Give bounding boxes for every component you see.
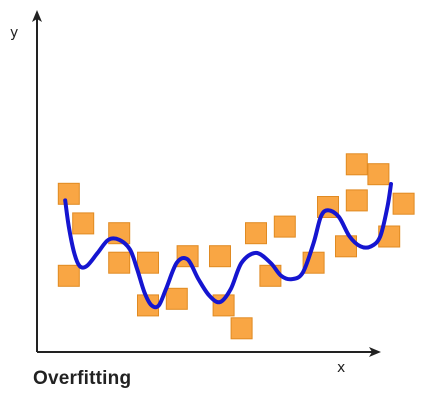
y-axis-label: y bbox=[10, 25, 18, 41]
x-axis-arrow-icon bbox=[369, 347, 381, 357]
data-point-20 bbox=[345, 153, 368, 176]
data-point-19 bbox=[345, 189, 368, 212]
data-point-21 bbox=[367, 163, 390, 186]
data-point-6 bbox=[137, 251, 159, 274]
data-point-14 bbox=[259, 264, 282, 287]
data-point-2 bbox=[72, 212, 95, 235]
data-point-15 bbox=[273, 215, 296, 238]
overfit-curve bbox=[63, 182, 393, 310]
data-point-12 bbox=[230, 317, 253, 340]
x-axis-label: x bbox=[337, 360, 345, 376]
data-point-23 bbox=[392, 192, 415, 215]
data-point-10 bbox=[209, 245, 231, 268]
data-point-1 bbox=[57, 182, 80, 205]
diagram-caption: Overfitting bbox=[33, 368, 132, 389]
data-point-8 bbox=[165, 287, 188, 310]
data-point-5 bbox=[108, 251, 131, 274]
data-point-3 bbox=[57, 264, 80, 287]
data-point-9 bbox=[176, 245, 199, 268]
data-point-13 bbox=[245, 222, 267, 245]
data-point-11 bbox=[212, 294, 235, 317]
y-axis-arrow-icon bbox=[32, 10, 42, 22]
